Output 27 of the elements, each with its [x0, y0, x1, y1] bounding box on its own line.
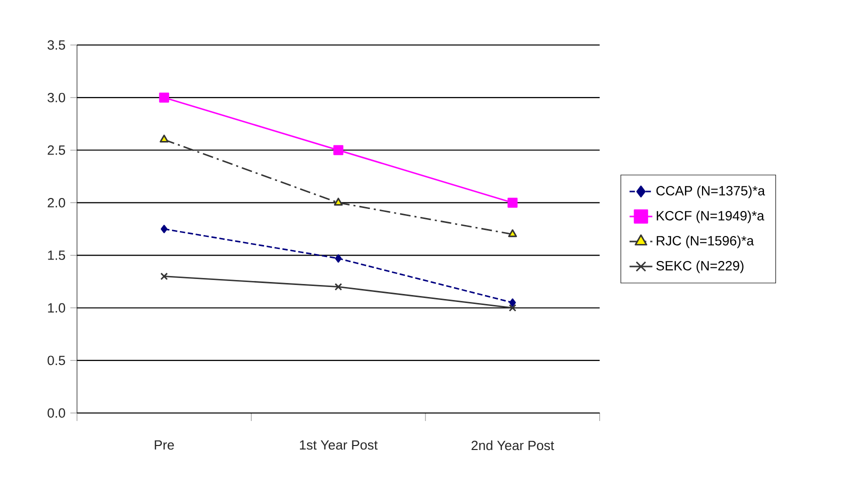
point [160, 224, 168, 234]
x-tick-label: 2nd Year Post [472, 440, 554, 450]
y-tick-label: 2.0 [48, 198, 66, 208]
point [159, 92, 170, 103]
point [334, 283, 342, 291]
point [334, 198, 343, 206]
point [508, 304, 516, 312]
x-tick-label: 1st Year Post [300, 440, 378, 450]
y-tick-label: 0.5 [48, 356, 66, 366]
y-tick-label: 2.5 [48, 145, 66, 155]
y-tick-label: 1.0 [48, 303, 66, 313]
point [509, 298, 516, 307]
x-tick-label: Pre [154, 440, 174, 450]
legend-label: CCAP (N=1375)*a [656, 186, 766, 198]
legend-label: KCCF (N=1949)*a [656, 210, 764, 224]
y-tick-label: 3.5 [48, 40, 66, 50]
y-tick-label: 1.5 [48, 250, 66, 260]
point [335, 254, 342, 263]
point [160, 272, 168, 280]
point [508, 198, 518, 208]
point [333, 145, 344, 156]
legend-label: RJC (N=1596)*a [656, 236, 754, 248]
y-tick-label: 0.0 [48, 408, 66, 418]
point [160, 134, 169, 142]
legend-label: SEKC (N=229) [656, 260, 744, 274]
point [508, 229, 517, 238]
y-tick-label: 3.0 [48, 92, 66, 102]
